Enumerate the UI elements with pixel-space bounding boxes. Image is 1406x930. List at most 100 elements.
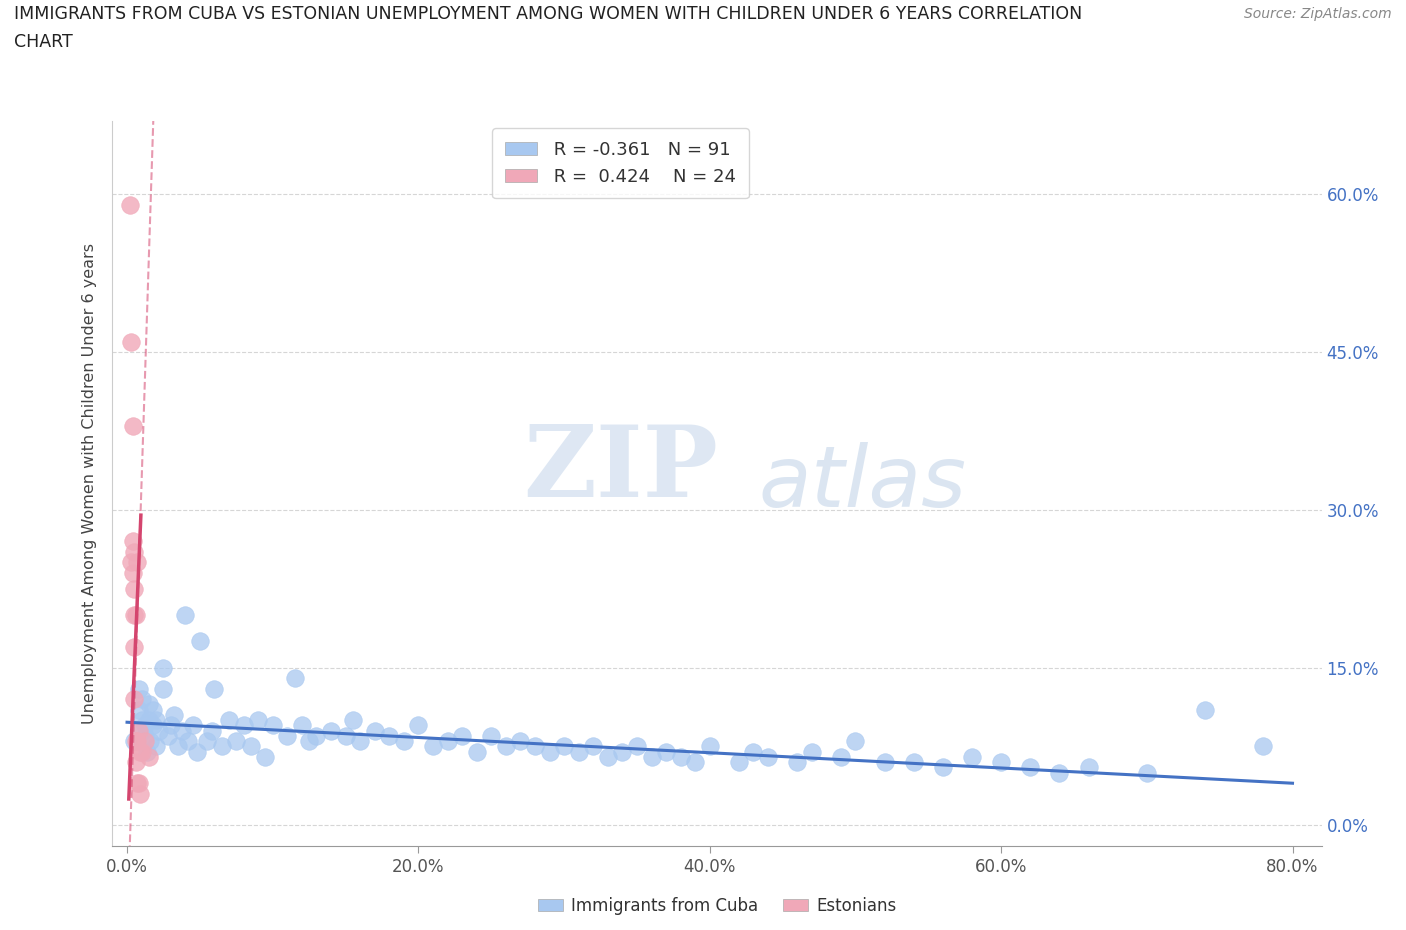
Point — [152, 681, 174, 696]
Point — [612, 744, 634, 759]
Point — [298, 734, 321, 749]
Point — [138, 697, 160, 711]
Point — [200, 724, 222, 738]
Point — [1194, 702, 1216, 717]
Point — [124, 607, 146, 622]
Point — [127, 776, 149, 790]
Point — [120, 334, 142, 349]
Point — [127, 734, 149, 749]
Point — [276, 728, 298, 743]
Point — [800, 744, 823, 759]
Point — [131, 712, 153, 727]
Point — [174, 607, 197, 622]
Point — [148, 724, 170, 738]
Point — [451, 728, 474, 743]
Text: ZIP: ZIP — [523, 420, 718, 518]
Point — [163, 708, 186, 723]
Point — [120, 555, 142, 570]
Point — [139, 734, 162, 749]
Point — [655, 744, 678, 759]
Point — [262, 718, 284, 733]
Point — [218, 712, 240, 727]
Point — [479, 728, 502, 743]
Point — [122, 418, 145, 433]
Point — [232, 718, 254, 733]
Point — [134, 728, 156, 743]
Point — [225, 734, 247, 749]
Point — [1047, 765, 1070, 780]
Point — [465, 744, 488, 759]
Point — [756, 750, 779, 764]
Point — [728, 755, 751, 770]
Point — [582, 739, 605, 754]
Point — [990, 755, 1012, 770]
Point — [134, 718, 156, 733]
Point — [138, 750, 160, 764]
Point — [596, 750, 619, 764]
Point — [364, 724, 387, 738]
Point — [152, 660, 174, 675]
Point — [128, 776, 150, 790]
Point — [509, 734, 531, 749]
Point — [436, 734, 458, 749]
Point — [188, 634, 211, 649]
Point — [742, 744, 765, 759]
Point — [134, 734, 156, 749]
Point — [538, 744, 561, 759]
Point — [129, 744, 152, 759]
Point — [683, 755, 706, 770]
Point — [124, 544, 146, 559]
Point — [125, 755, 148, 770]
Point — [378, 728, 401, 743]
Point — [1077, 760, 1099, 775]
Point — [523, 739, 546, 754]
Point — [125, 734, 148, 749]
Point — [305, 728, 328, 743]
Point — [640, 750, 662, 764]
Point — [626, 739, 648, 754]
Point — [186, 744, 208, 759]
Point — [392, 734, 415, 749]
Point — [342, 712, 364, 727]
Text: Source: ZipAtlas.com: Source: ZipAtlas.com — [1244, 7, 1392, 20]
Point — [1019, 760, 1042, 775]
Point — [903, 755, 925, 770]
Point — [131, 692, 153, 707]
Point — [211, 739, 233, 754]
Text: atlas: atlas — [758, 442, 966, 525]
Point — [873, 755, 896, 770]
Point — [786, 755, 808, 770]
Point — [122, 565, 145, 580]
Point — [495, 739, 517, 754]
Point — [128, 724, 150, 738]
Point — [699, 739, 721, 754]
Point — [142, 718, 165, 733]
Point — [177, 734, 200, 749]
Point — [131, 724, 153, 738]
Point — [124, 734, 146, 749]
Point — [960, 750, 983, 764]
Point — [136, 744, 159, 759]
Point — [830, 750, 852, 764]
Point — [156, 728, 179, 743]
Legend: Immigrants from Cuba, Estonians: Immigrants from Cuba, Estonians — [531, 890, 903, 922]
Point — [129, 786, 152, 801]
Point — [1253, 739, 1275, 754]
Point — [1136, 765, 1159, 780]
Point — [145, 712, 167, 727]
Point — [128, 681, 150, 696]
Point — [247, 712, 270, 727]
Point — [128, 702, 150, 717]
Point — [319, 724, 342, 738]
Point — [335, 728, 357, 743]
Point — [172, 724, 194, 738]
Point — [284, 671, 307, 685]
Point — [118, 197, 141, 212]
Point — [124, 639, 146, 654]
Point — [553, 739, 575, 754]
Point — [568, 744, 591, 759]
Point — [124, 581, 146, 596]
Point — [131, 744, 153, 759]
Point — [127, 555, 149, 570]
Point — [159, 718, 181, 733]
